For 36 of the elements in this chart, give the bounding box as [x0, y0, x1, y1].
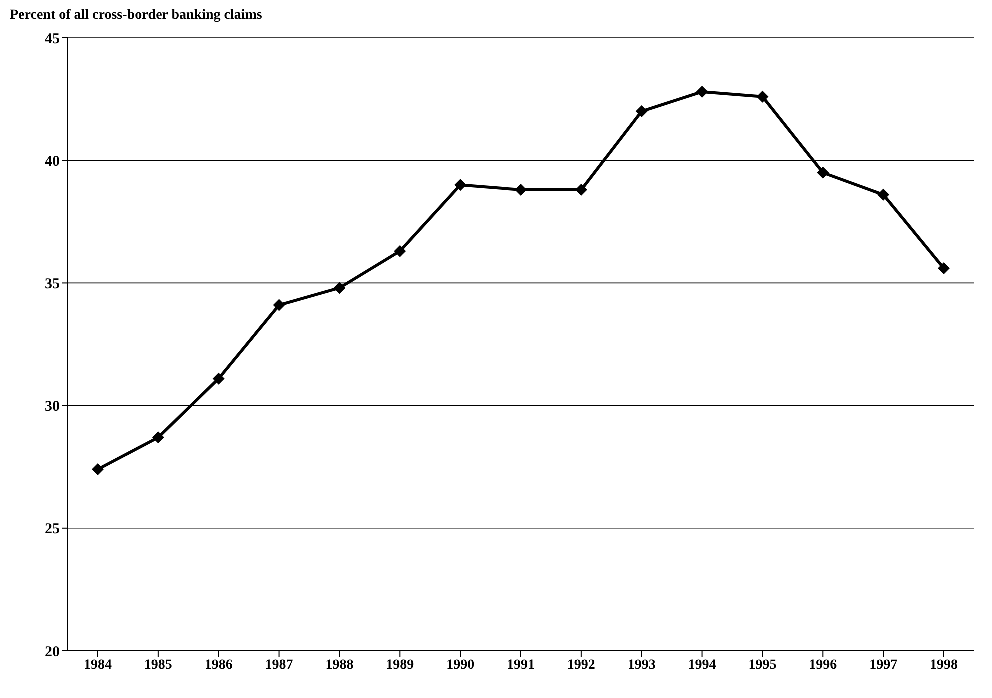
x-tick-label: 1988: [326, 658, 354, 673]
x-tick-label: 1994: [688, 658, 716, 673]
x-tick-label: 1985: [144, 658, 172, 673]
x-tick-label: 1990: [446, 658, 475, 673]
x-tick-label: 1995: [748, 658, 777, 673]
point: [696, 86, 708, 98]
x-tick-label: 1991: [507, 658, 535, 673]
x-tick-label: 1992: [567, 658, 596, 673]
point: [515, 184, 527, 196]
x-tick-label: 1987: [265, 658, 294, 673]
y-tick-label: 45: [45, 31, 60, 48]
point: [817, 166, 830, 179]
x-tick-label: 1984: [84, 658, 112, 673]
y-tick-label: 25: [45, 522, 60, 538]
point: [878, 188, 890, 201]
point: [212, 372, 225, 385]
point: [756, 90, 769, 103]
y-tick-label: 40: [45, 154, 60, 170]
y-tick-label: 30: [45, 399, 60, 416]
point: [152, 432, 164, 444]
x-tick-label: 1998: [930, 658, 958, 673]
chart-title: Percent of all cross-border banking claims: [9, 8, 264, 25]
point: [334, 282, 346, 294]
point: [273, 299, 286, 312]
point: [92, 464, 104, 476]
point: [938, 262, 950, 274]
y-tick-label: 20: [45, 644, 60, 660]
x-tick-label: 1997: [870, 658, 898, 673]
x-tick-label: 1989: [386, 658, 414, 673]
x-tick-label: 1993: [628, 658, 656, 673]
point: [636, 106, 648, 118]
point: [454, 179, 467, 192]
x-tick-label: 1996: [809, 658, 838, 673]
y-tick-label: 35: [45, 276, 60, 293]
x-tick-label: 1986: [204, 658, 233, 673]
point: [394, 245, 406, 258]
